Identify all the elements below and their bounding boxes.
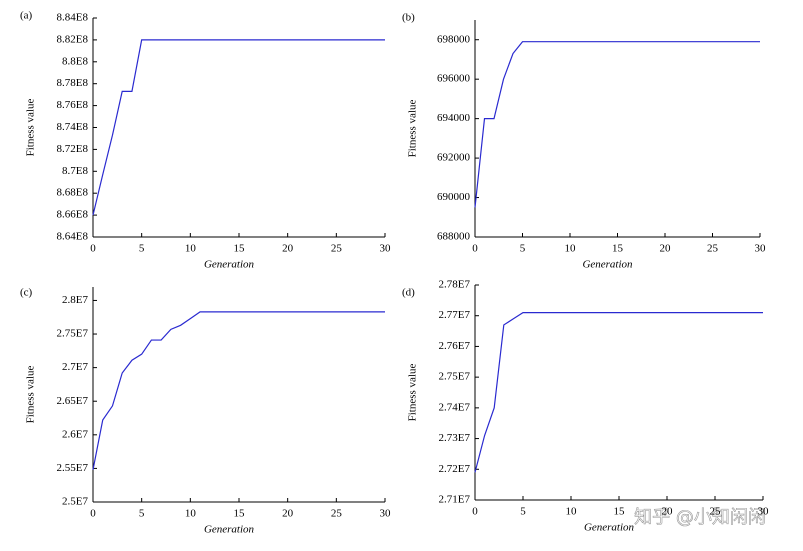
x-axis-label: Generation (582, 259, 633, 271)
fitness-line (474, 41, 760, 208)
fitness-line (92, 39, 385, 216)
y-tick-label: 2.75E7 (439, 371, 471, 383)
y-axis-label: Fitness value (407, 100, 419, 158)
y-tick-label: 8.66E8 (57, 209, 89, 221)
y-tick-label: 8.84E8 (57, 12, 89, 24)
y-tick-label: 2.55E7 (57, 462, 89, 474)
x-tick-label: 25 (331, 508, 343, 520)
y-tick-label: 2.71E7 (439, 494, 471, 506)
x-tick-label: 15 (234, 508, 246, 520)
x-tick-label: 25 (707, 243, 719, 255)
y-tick-label: 688000 (437, 231, 471, 243)
y-tick-label: 2.74E7 (439, 401, 471, 413)
x-tick-label: 15 (234, 243, 246, 255)
x-tick-label: 10 (185, 508, 197, 520)
x-tick-label: 0 (90, 243, 96, 255)
y-axis-label: Fitness value (407, 364, 419, 422)
panel-label: (c) (20, 287, 33, 299)
y-tick-label: 2.76E7 (439, 340, 471, 352)
y-tick-label: 8.76E8 (57, 99, 89, 111)
x-tick-label: 30 (755, 243, 767, 255)
y-tick-label: 2.78E7 (439, 279, 471, 291)
x-axis-label: Generation (204, 524, 255, 536)
panel-label: (d) (402, 287, 415, 299)
x-tick-label: 20 (660, 243, 672, 255)
y-tick-label: 2.8E7 (62, 294, 88, 306)
x-tick-label: 25 (331, 243, 343, 255)
x-axis-label: Generation (584, 522, 635, 534)
x-tick-label: 30 (758, 506, 770, 518)
x-tick-label: 30 (380, 508, 392, 520)
y-tick-label: 8.78E8 (57, 77, 89, 89)
x-tick-label: 20 (282, 508, 294, 520)
y-tick-label: 8.8E8 (62, 55, 88, 67)
x-tick-label: 0 (90, 508, 96, 520)
x-tick-label: 10 (566, 506, 578, 518)
x-tick-label: 15 (612, 243, 624, 255)
y-tick-label: 8.68E8 (57, 187, 89, 199)
y-tick-label: 8.74E8 (57, 121, 89, 133)
x-tick-label: 5 (139, 508, 145, 520)
subplot: 2.71E7 2.72E7 2.73E7 2.74E7 2.75E7 2.76E7 2.77… (402, 279, 769, 534)
y-tick-label: 2.77E7 (439, 309, 471, 321)
fitness-line (92, 311, 385, 470)
x-tick-label: 25 (710, 506, 722, 518)
y-tick-label: 8.7E8 (62, 165, 88, 177)
y-tick-label: 694000 (437, 112, 471, 124)
subplot: 688000 690000 692000 694000 696000 698000 0 5 10… (402, 12, 766, 271)
x-tick-label: 20 (662, 506, 674, 518)
y-tick-label: 698000 (437, 33, 471, 45)
x-tick-label: 5 (520, 506, 526, 518)
y-tick-label: 2.7E7 (62, 361, 88, 373)
x-axis-label: Generation (204, 259, 255, 271)
y-tick-label: 690000 (437, 191, 471, 203)
subplot: 8.64E8 8.66E8 8.68E8 8.7E8 8.72E8 8.74E8 8.76E… (20, 10, 391, 271)
y-tick-label: 2.73E7 (439, 432, 471, 444)
y-tick-label: 696000 (437, 73, 471, 85)
y-tick-label: 2.65E7 (57, 395, 89, 407)
y-tick-label: 2.5E7 (62, 496, 88, 508)
x-tick-label: 5 (520, 243, 526, 255)
y-tick-label: 8.82E8 (57, 33, 89, 45)
y-tick-label: 2.75E7 (57, 328, 89, 340)
y-tick-label: 2.6E7 (62, 428, 88, 440)
y-axis-label: Fitness value (25, 99, 37, 157)
y-tick-label: 8.72E8 (57, 143, 89, 155)
x-tick-label: 5 (139, 243, 145, 255)
panel-label: (a) (20, 10, 33, 22)
watermark: 知乎 @小知闲闲 (634, 507, 766, 528)
y-tick-label: 2.72E7 (439, 463, 471, 475)
x-tick-label: 10 (565, 243, 577, 255)
x-tick-label: 15 (614, 506, 626, 518)
x-tick-label: 10 (185, 243, 197, 255)
y-tick-label: 692000 (437, 152, 471, 164)
fitness-line (474, 312, 763, 473)
panel-label: (b) (402, 12, 415, 24)
subplot: 2.5E7 2.55E7 2.6E7 2.65E7 2.7E7 2.75E7 2.8E7 0 5… (20, 287, 391, 536)
x-tick-label: 30 (380, 243, 392, 255)
y-axis-label: Fitness value (25, 366, 37, 424)
x-tick-label: 0 (472, 243, 478, 255)
y-tick-label: 8.64E8 (57, 231, 89, 243)
x-tick-label: 0 (472, 506, 478, 518)
x-tick-label: 20 (282, 243, 294, 255)
